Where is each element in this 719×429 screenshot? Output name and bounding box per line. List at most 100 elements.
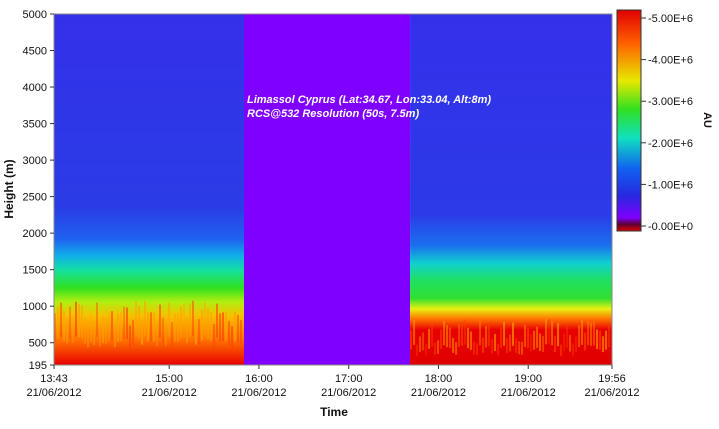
signal-streak [563,333,566,351]
signal-streak [147,311,149,342]
signal-streak [473,341,476,355]
signal-streak [440,329,443,350]
signal-streak [527,327,530,349]
signal-streak [485,325,488,348]
signal-streak [129,325,131,348]
signal-streak [162,317,164,344]
x-axis-label: Time [320,405,348,419]
signal-streak [470,331,473,350]
signal-streak [608,325,611,348]
signal-streak [536,326,539,348]
signal-streak [461,322,464,346]
signal-streak [605,330,608,350]
signal-streak [491,339,494,354]
signal-streak [177,313,179,342]
signal-streak [431,324,434,347]
y-axis: 195 500 1000 1500 2000 2500 3000 3500 4000 4500 50… [23,9,54,372]
x-tick-time-label: 19:56 [598,373,626,385]
signal-streak [114,325,116,348]
signal-streak [419,336,422,353]
signal-streak [171,322,173,346]
signal-streak [57,306,59,339]
signal-streak [144,300,146,337]
signal-streak [213,324,215,347]
signal-streak [587,321,590,346]
signal-streak [449,327,452,349]
signal-streak [126,307,128,340]
y-tick-label: 2500 [23,192,47,204]
signal-streak [204,302,206,337]
signal-streak [416,344,419,356]
colorbar-scale [616,9,642,232]
signal-streak [422,332,425,351]
y-tick-label: 4500 [23,46,47,58]
signal-streak [198,319,200,345]
x-tick-time-label: 15:00 [155,373,183,385]
signal-streak [542,335,545,352]
signal-streak [240,320,242,345]
signal-left-block [54,14,244,365]
colorbar: -5.00E+6 -4.00E+6 -3.00E+6 -2.00E+6 -1.00E+6… [616,9,713,233]
x-tick-date-label: 21/06/2012 [411,387,466,399]
signal-streak [219,313,221,342]
signal-streak [87,326,89,348]
colorbar-tick-label: -2.00E+6 [648,138,693,150]
signal-streak [111,311,113,341]
signal-streak [560,344,563,356]
y-tick-label: 195 [29,360,47,372]
y-axis-label: Height (m) [2,159,16,218]
signal-streak [108,312,110,342]
signal-streak [99,323,101,347]
signal-streak [497,343,500,356]
signal-streak [183,304,185,338]
no-data-block [243,14,411,365]
signal-streak [78,303,80,338]
signal-streak [165,322,167,346]
signal-streak [138,306,140,339]
signal-streak [458,324,461,347]
signal-streak [135,301,137,337]
signal-streak [545,318,548,345]
signal-streak [548,318,551,345]
signal-streak [428,328,431,349]
signal-streak [207,308,209,340]
signal-streak [602,336,605,353]
y-tick-label: 3500 [23,119,47,131]
signal-streak [590,322,593,346]
plot-area [53,13,613,366]
signal-streak [75,301,77,337]
signal-streak [186,316,188,344]
x-tick-date-label: 21/06/2012 [584,387,639,399]
y-tick-label: 500 [29,338,47,350]
y-tick-label: 4000 [23,82,47,94]
signal-streak [482,337,485,353]
signal-streak [584,332,587,351]
x-tick-time-label: 13:43 [40,373,68,385]
colorbar-tick-label: -5.00E+6 [648,13,693,25]
signal-streak [551,321,554,346]
signal-streak [518,341,521,355]
signal-streak [102,316,104,344]
signal-streak [105,317,107,344]
signal-streak [554,336,557,353]
signal-streak [231,326,233,348]
signal-streak [533,330,536,350]
signal-streak [434,342,437,355]
signal-streak [156,323,158,347]
colorbar-tick-label: -1.00E+6 [648,179,693,191]
signal-streak [452,338,455,353]
signal-streak [503,321,506,346]
signal-streak [195,319,197,345]
y-tick-label: 3000 [23,155,47,167]
x-tick-date-label: 21/06/2012 [26,387,81,399]
signal-streak [506,338,509,353]
signal-streak [437,340,440,354]
x-tick-date-label: 21/06/2012 [321,387,376,399]
signal-streak [515,338,518,354]
x-tick-time-label: 17:00 [335,373,363,385]
signal-streak [120,312,122,342]
signal-streak [566,326,569,348]
signal-streak [488,322,491,347]
signal-streak [464,319,467,345]
colorbar-tick-label: -4.00E+6 [648,55,693,67]
